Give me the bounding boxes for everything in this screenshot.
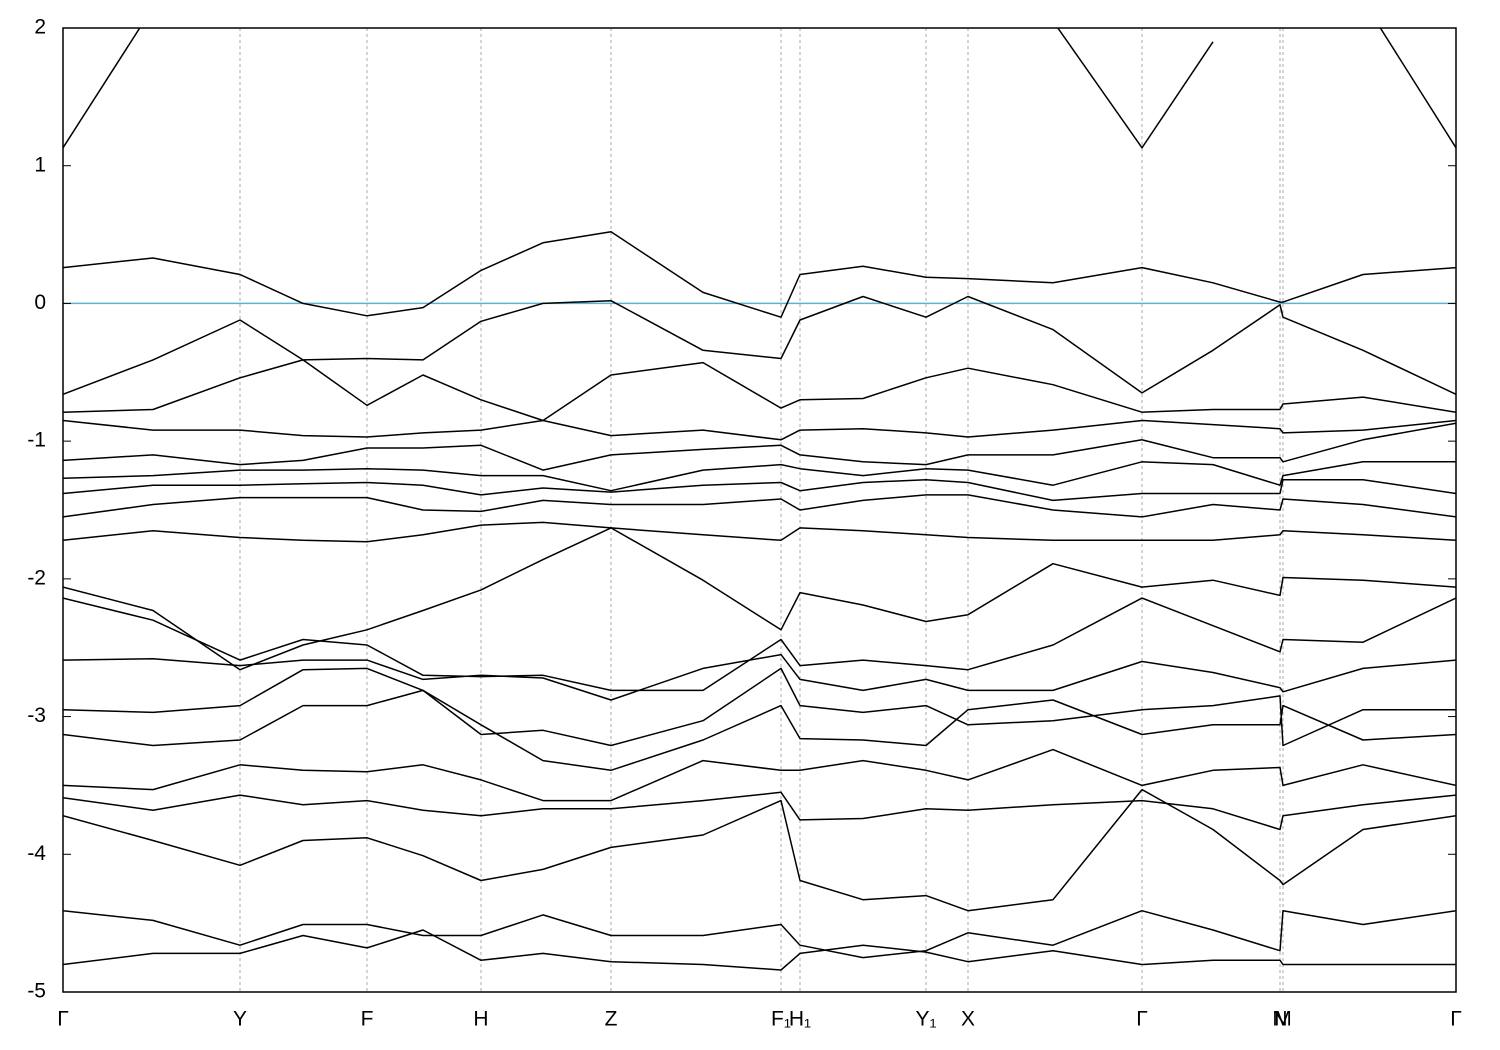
x-tick-label: Γ [1450, 1008, 1462, 1031]
x-tick-label: H₁ [789, 1008, 811, 1031]
band-line [63, 788, 1456, 912]
band-line [63, 667, 1456, 747]
bands [63, 28, 1456, 971]
band-line [63, 419, 1456, 441]
y-tick-label: -4 [27, 842, 46, 865]
band-line [63, 28, 1456, 149]
band-line [63, 929, 1456, 971]
band-line [63, 231, 1456, 318]
x-tick-label: M [1274, 1008, 1292, 1031]
band-line [63, 295, 1456, 396]
x-tick-label: Y₁ [915, 1008, 936, 1031]
y-tick-label: 2 [34, 16, 46, 39]
band-line [63, 597, 1456, 692]
y-tick-label: 0 [34, 291, 46, 314]
x-tick-label: Γ [1136, 1008, 1148, 1031]
band-line [63, 791, 1456, 831]
x-tick-label: Y [233, 1008, 247, 1031]
y-tick-label: -2 [27, 566, 46, 589]
band-line [63, 748, 1456, 802]
band-line [63, 689, 1456, 772]
x-tick-label: X [961, 1008, 975, 1031]
band-line [63, 461, 1456, 492]
band-line [63, 422, 1456, 471]
y-tick-label: -1 [27, 429, 46, 452]
x-tick-label: N [1272, 1008, 1287, 1031]
x-tick-label: Γ [57, 1008, 69, 1031]
y-tick-label: -3 [27, 704, 46, 727]
band-line [63, 494, 1456, 518]
x-tick-label: F [361, 1008, 374, 1031]
x-tick-label: F₁ [771, 1008, 791, 1031]
y-tick-label: 1 [34, 153, 46, 176]
x-tick-label: Z [605, 1008, 618, 1031]
plot-frame [62, 27, 1457, 993]
x-tick-label: H [473, 1008, 488, 1031]
band-line [63, 653, 1456, 701]
band-line [63, 909, 1456, 959]
band-line [63, 521, 1456, 543]
band-line [63, 359, 1456, 422]
band-line [63, 478, 1456, 502]
y-tick-label: -5 [27, 980, 46, 1003]
band-line [63, 527, 1456, 671]
